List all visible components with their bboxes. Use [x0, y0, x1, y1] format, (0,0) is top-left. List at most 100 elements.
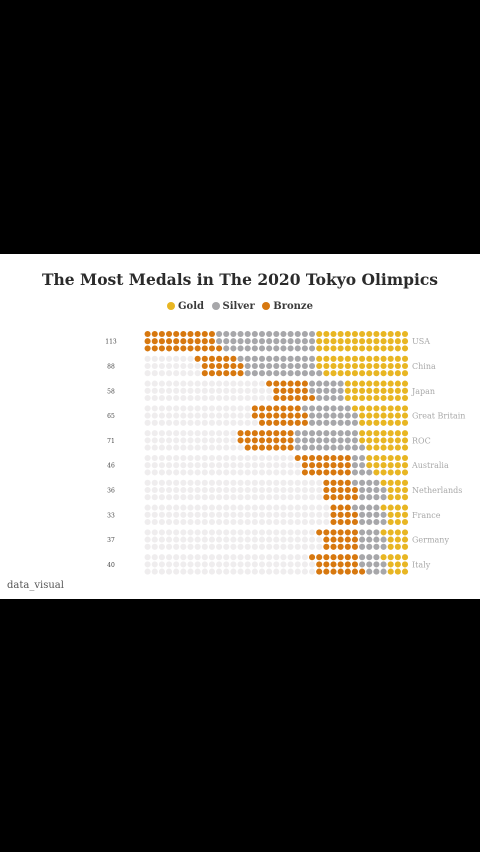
empty-dot	[144, 518, 151, 526]
empty-dot	[151, 454, 158, 462]
empty-dot	[201, 454, 208, 462]
empty-dot	[166, 529, 173, 536]
empty-dot	[208, 536, 215, 543]
empty-dot	[223, 412, 230, 419]
empty-dot	[201, 529, 208, 536]
empty-dot	[294, 568, 301, 575]
gold-medal-dot	[401, 504, 409, 511]
silver-medal-dot	[294, 370, 301, 377]
gold-medal-dot	[373, 405, 380, 412]
empty-dot	[301, 543, 308, 550]
silver-medal-dot	[359, 554, 366, 561]
bronze-medal-dot	[344, 494, 351, 501]
gold-medal-dot	[401, 394, 409, 402]
empty-dot	[201, 405, 208, 412]
empty-dot	[208, 419, 215, 426]
empty-dot	[151, 518, 158, 526]
empty-dot	[166, 543, 173, 550]
gold-medal-dot	[394, 561, 401, 568]
empty-dot	[173, 430, 180, 437]
country-label: Australia	[411, 461, 449, 470]
bronze-medal-dot	[287, 430, 294, 437]
bronze-medal-dot	[337, 479, 344, 486]
gold-medal-dot	[359, 430, 366, 437]
empty-dot	[237, 511, 244, 518]
bronze-medal-dot	[144, 345, 151, 352]
empty-dot	[180, 511, 187, 518]
empty-dot	[316, 479, 323, 486]
empty-dot	[151, 405, 158, 412]
empty-dot	[144, 479, 151, 486]
bronze-medal-dot	[337, 511, 344, 518]
gold-medal-dot	[351, 338, 359, 345]
bronze-medal-dot	[301, 380, 308, 387]
gold-medal-dot	[316, 345, 323, 352]
gold-medal-dot	[373, 394, 380, 402]
gold-medal-dot	[337, 345, 344, 352]
empty-dot	[244, 462, 251, 469]
empty-dot	[251, 518, 258, 526]
empty-dot	[287, 511, 294, 518]
gold-medal-dot	[387, 454, 394, 462]
empty-dot	[258, 469, 266, 476]
bronze-medal-dot	[273, 412, 280, 419]
empty-dot	[151, 486, 158, 494]
empty-dot	[287, 462, 294, 469]
silver-medal-dot	[323, 380, 330, 387]
empty-dot	[280, 486, 287, 494]
empty-dot	[194, 394, 201, 402]
silver-medal-dot	[373, 529, 380, 536]
gold-medal-dot	[380, 394, 387, 402]
empty-dot	[144, 486, 151, 494]
bronze-medal-dot	[330, 479, 337, 486]
gold-medal-dot	[387, 504, 394, 511]
gold-medal-dot	[344, 380, 351, 387]
empty-dot	[194, 437, 201, 444]
silver-medal-dot	[330, 405, 337, 412]
gold-medal-dot	[401, 437, 409, 444]
empty-dot	[280, 529, 287, 536]
empty-dot	[166, 405, 173, 412]
empty-dot	[266, 518, 273, 526]
empty-dot	[187, 568, 194, 575]
empty-dot	[237, 394, 244, 402]
country-label: ROC	[412, 436, 431, 445]
empty-dot	[194, 430, 201, 437]
gold-medal-dot	[359, 405, 366, 412]
empty-dot	[251, 479, 258, 486]
gold-medal-dot	[394, 330, 401, 338]
empty-dot	[173, 494, 180, 501]
empty-dot	[294, 536, 301, 543]
empty-dot	[244, 536, 251, 543]
silver-medal-dot	[294, 355, 301, 362]
bronze-medal-dot	[180, 338, 187, 345]
bronze-medal-dot	[258, 430, 266, 437]
silver-medal-dot	[230, 345, 237, 352]
empty-dot	[166, 479, 173, 486]
bronze-medal-dot	[323, 568, 330, 575]
gold-medal-dot	[316, 355, 323, 362]
credit-text: data_visual	[7, 580, 64, 591]
silver-medal-dot	[359, 543, 366, 550]
silver-medal-dot	[359, 444, 366, 451]
empty-dot	[187, 430, 194, 437]
gold-medal-dot	[387, 387, 394, 394]
gold-medal-dot	[330, 355, 337, 362]
empty-dot	[187, 479, 194, 486]
silver-medal-dot	[380, 511, 387, 518]
bronze-medal-dot	[151, 338, 158, 345]
total-label: 58	[107, 388, 115, 395]
bronze-medal-dot	[330, 568, 337, 575]
empty-dot	[173, 511, 180, 518]
silver-medal-dot	[351, 479, 359, 486]
bronze-medal-dot	[323, 454, 330, 462]
empty-dot	[301, 518, 308, 526]
silver-medal-dot	[380, 568, 387, 575]
empty-dot	[187, 462, 194, 469]
empty-dot	[287, 518, 294, 526]
empty-dot	[208, 405, 215, 412]
country-label: France	[412, 511, 441, 520]
gold-medal-dot	[401, 430, 409, 437]
silver-medal-dot	[351, 454, 359, 462]
bronze-medal-dot	[323, 561, 330, 568]
